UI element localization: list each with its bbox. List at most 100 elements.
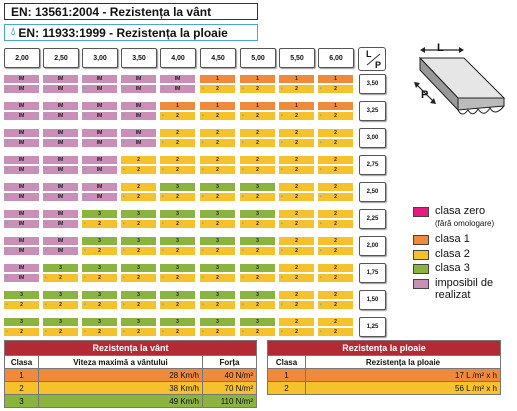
column-header-4-00: 4,00 (160, 48, 196, 68)
rain-drop-icon: • (84, 329, 86, 335)
wind-class-cell: IM (121, 102, 156, 110)
rain-drop-icon: • (202, 140, 204, 146)
rain-class-cell: • 2 (43, 274, 78, 282)
projection-value-1-50: 1,50 (359, 290, 386, 310)
table-row: 2 38 Km/h 70 N/m² (4, 381, 257, 395)
rain-class-cell: • 2 (318, 274, 353, 282)
rain-drop-icon: • (202, 302, 204, 308)
rain-class-cell: • 2 (240, 139, 275, 147)
rain-class-cell: • 2 (200, 139, 235, 147)
wind-col-class: Clasa (4, 355, 39, 369)
wind-class-cell: 3 (4, 318, 39, 326)
wind-class-cell: IM (4, 156, 39, 164)
wind-class-cell: 3 (121, 264, 156, 272)
rain-drop-icon: • (84, 113, 86, 119)
wind-class-cell: 3 (200, 210, 235, 218)
rain-class-cell: • 2 (200, 328, 235, 336)
rain-class-cell: • 2 (160, 139, 195, 147)
rain-class-cell: • IM (4, 112, 39, 120)
rain-col-resistance: Rezistența la ploaie (305, 355, 501, 369)
rain-class-cell: • IM (82, 193, 117, 201)
rain-drop-icon: • (6, 194, 8, 200)
rain-class-cell: • 2 (160, 274, 195, 282)
rain-drop-icon: • (123, 140, 125, 146)
legend-label: clasa 1 (435, 233, 470, 245)
rain-class-cell: • 2 (279, 220, 314, 228)
legend-item: imposibil de realizat (413, 277, 493, 301)
rain-drop-icon: • (123, 113, 125, 119)
wind-class-cell: 3 (121, 318, 156, 326)
rain-drop-icon: • (281, 302, 283, 308)
rain-class-cell: • IM (82, 139, 117, 147)
wind-class-cell: 1 (279, 75, 314, 83)
wind-class-cell: IM (121, 129, 156, 137)
rain-drop-icon: • (123, 329, 125, 335)
rain-drop-icon: • (202, 167, 204, 173)
rain-drop-icon: • (281, 275, 283, 281)
wind-class-cell: 3 (240, 183, 275, 191)
wind-class-cell: 3 (82, 291, 117, 299)
rain-drop-icon: • (6, 140, 8, 146)
wind-class-cell: 3 (160, 291, 195, 299)
wind-class-cell: 2 (160, 156, 195, 164)
rain-class-cell: • 2 (121, 220, 156, 228)
rain-drop-icon: • (281, 194, 283, 200)
projection-value-2-00: 2,00 (359, 236, 386, 256)
rain-class-cell: • 2 (240, 193, 275, 201)
rain-drop-icon: • (45, 140, 47, 146)
rain-class-cell: • 2 (4, 328, 39, 336)
wind-class-cell: 3 (82, 210, 117, 218)
rain-class-cell: • IM (82, 85, 117, 93)
wind-class-cell: 3 (160, 183, 195, 191)
projection-value-2-75: 2,75 (359, 155, 386, 175)
rain-drop-icon: • (84, 302, 86, 308)
rain-drop-icon: • (84, 167, 86, 173)
rain-drop-icon: • (123, 248, 125, 254)
rain-col-class: Clasa (267, 355, 306, 369)
rain-class-cell: • 2 (200, 247, 235, 255)
legend-swatch (413, 207, 429, 217)
wind-class-cell: IM (82, 183, 117, 191)
wind-class-cell: 2 (318, 291, 353, 299)
rain-drop-icon: • (6, 221, 8, 227)
projection-value-3-00: 3,00 (359, 128, 386, 148)
rain-drop-icon: • (242, 140, 244, 146)
rain-class-cell: • IM (43, 85, 78, 93)
rain-class-cell: • 2 (318, 247, 353, 255)
wind-class-cell: 2 (318, 237, 353, 245)
rain-class-cell: • 2 (200, 166, 235, 174)
wind-col-force: Forța (202, 355, 257, 369)
diagram-label-l: L (437, 42, 444, 54)
rain-class-cell: • IM (4, 166, 39, 174)
rain-class-cell: • 2 (160, 166, 195, 174)
column-header-2-00: 2,00 (4, 48, 40, 68)
rain-drop-icon: • (6, 275, 8, 281)
legend-swatch (413, 235, 429, 245)
wind-class-cell: IM (4, 237, 39, 245)
rain-drop-icon: • (6, 248, 8, 254)
rain-class-cell: • IM (4, 274, 39, 282)
wind-class-cell: 3 (240, 291, 275, 299)
diagram-label-p: P (421, 89, 429, 101)
wind-class-cell: 3 (240, 237, 275, 245)
wind-class-cell: 3 (43, 291, 78, 299)
rain-class-cell: • 2 (200, 301, 235, 309)
wind-class-cell: IM (82, 75, 117, 83)
rain-class-cell: • 2 (279, 247, 314, 255)
wind-class-cell: 3 (200, 264, 235, 272)
rain-drop-icon: • (320, 302, 322, 308)
wind-class-cell: IM (160, 75, 195, 83)
rain-drop-icon: • (242, 329, 244, 335)
wind-class-cell: 3 (121, 237, 156, 245)
wind-class-cell: 3 (43, 264, 78, 272)
rain-drop-icon: • (202, 329, 204, 335)
wind-class-cell: 3 (82, 318, 117, 326)
rain-drop-icon: • (320, 140, 322, 146)
rain-drop-icon: • (123, 86, 125, 92)
wind-class-cell: 3 (160, 237, 195, 245)
wind-class-cell: 3 (240, 318, 275, 326)
rain-drop-icon: • (123, 275, 125, 281)
rain-class-cell: • 2 (279, 274, 314, 282)
legend-item: clasa 1 (413, 233, 470, 245)
rain-drop-icon: • (45, 194, 47, 200)
